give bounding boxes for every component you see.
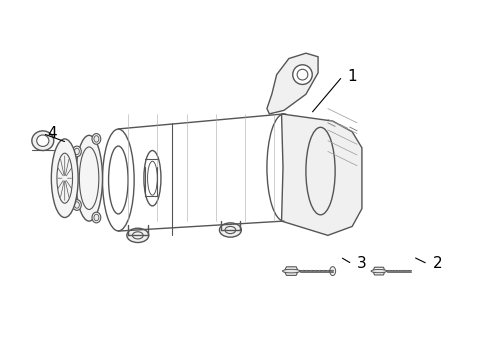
Ellipse shape [92, 212, 101, 223]
Ellipse shape [127, 228, 149, 243]
Ellipse shape [371, 270, 387, 273]
Ellipse shape [92, 134, 101, 144]
Ellipse shape [73, 146, 81, 157]
Ellipse shape [37, 135, 49, 147]
Polygon shape [373, 267, 385, 275]
Text: 2: 2 [433, 256, 442, 271]
Polygon shape [267, 53, 318, 114]
Ellipse shape [220, 223, 242, 237]
Text: 3: 3 [357, 256, 367, 271]
Ellipse shape [330, 267, 336, 275]
Ellipse shape [51, 139, 78, 217]
Ellipse shape [73, 200, 81, 210]
Polygon shape [282, 114, 362, 235]
Text: 4: 4 [48, 126, 57, 141]
Polygon shape [285, 267, 298, 275]
Ellipse shape [293, 65, 312, 85]
Ellipse shape [283, 269, 300, 273]
Ellipse shape [32, 131, 54, 150]
Text: 1: 1 [347, 69, 357, 84]
Ellipse shape [75, 135, 102, 221]
